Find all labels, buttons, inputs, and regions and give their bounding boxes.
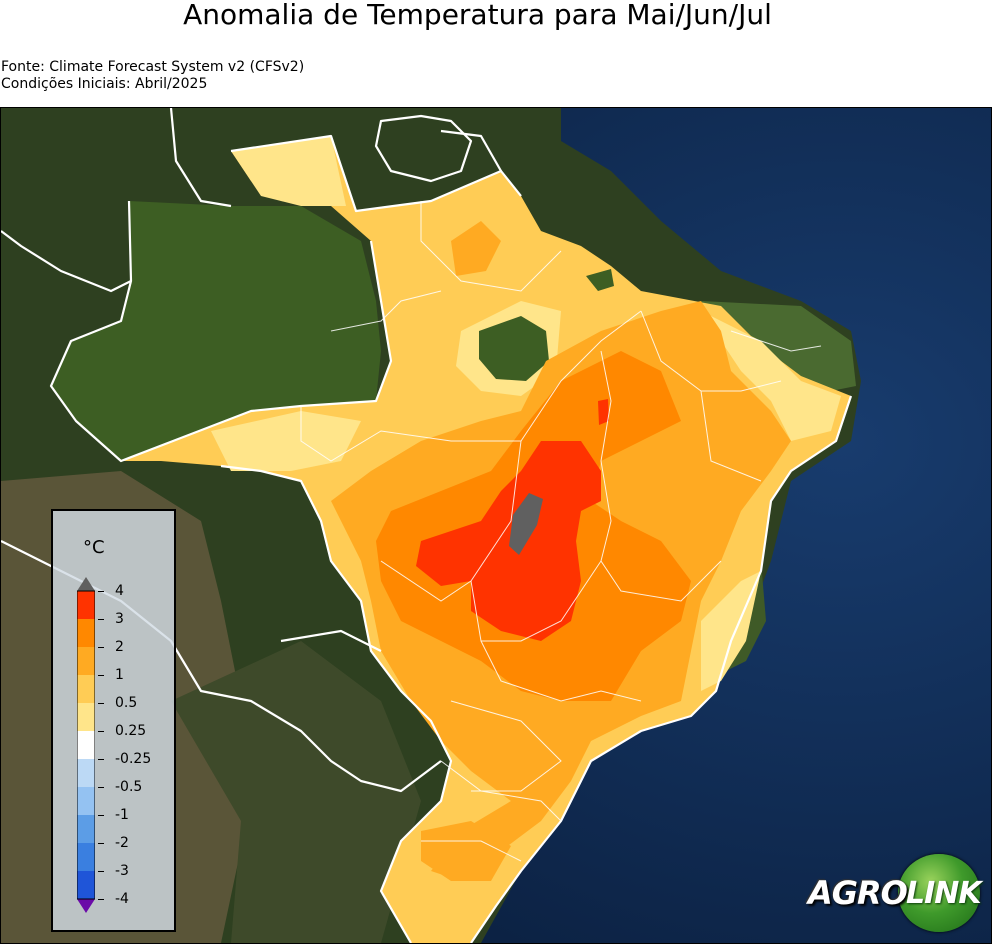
- colorbar-tick-mark: [98, 731, 104, 732]
- colorbar-cell: [77, 731, 95, 760]
- colorbar-tick-mark: [98, 759, 104, 760]
- country-borders: [1, 108, 853, 943]
- colorbar-tick-label: 1: [115, 667, 124, 683]
- colorbar-cell: [77, 871, 95, 900]
- colorbar-tick-label: 4: [115, 583, 124, 599]
- legend-unit: °C: [83, 537, 105, 558]
- maranhao-forest: [479, 316, 549, 381]
- agrolink-logo: AGRO LINK: [808, 852, 983, 932]
- colorbar-tick-label: -1: [115, 807, 129, 823]
- colorbar-cell: [77, 619, 95, 648]
- anomaly-3-4-zone: [416, 441, 601, 641]
- anomaly-025-05-east: [701, 571, 761, 691]
- colorbar-cell: [77, 787, 95, 816]
- anomaly-3-4-spot: [598, 399, 609, 425]
- colorbar-tick-mark: [98, 899, 104, 900]
- colorbar-tick-mark: [98, 843, 104, 844]
- colorbar-cell: [77, 591, 95, 620]
- anomaly-1-2-south: [421, 821, 511, 881]
- amazon-forest: [51, 201, 381, 461]
- colorbar-tick-mark: [98, 591, 104, 592]
- coastal-forest: [586, 269, 614, 291]
- colorbar: [77, 577, 95, 913]
- colorbar-cell: [77, 675, 95, 704]
- colorbar-tick-label: 0.25: [115, 723, 147, 739]
- colorbar-cell: [77, 815, 95, 844]
- colorbar-tick-mark: [98, 647, 104, 648]
- logo-text-link: LINK: [906, 876, 982, 911]
- state-borders: [300, 201, 822, 862]
- colorbar-over-triangle: [77, 577, 95, 591]
- colorbar-tick-label: -3: [115, 863, 129, 879]
- source-note: Fonte: Climate Forecast System v2 (CFSv2…: [1, 59, 305, 75]
- initial-conditions-note: Condições Iniciais: Abril/2025: [1, 76, 208, 92]
- colorbar-tick-mark: [98, 815, 104, 816]
- colorbar-cell: [77, 647, 95, 676]
- colorbar-tick-label: 2: [115, 639, 124, 655]
- colorbar-cell: [77, 759, 95, 788]
- colorbar-legend: °C 4 3 2 1 0.5 0.25 -0.25 -0.5 -1 -2 -3 -4: [51, 509, 176, 932]
- page-title: Anomalia de Temperatura para Mai/Jun/Jul: [183, 0, 772, 31]
- logo-ball: [898, 854, 980, 932]
- colorbar-tick-label: 0.5: [115, 695, 138, 711]
- colorbar-under-triangle: [77, 899, 95, 913]
- chaco-region: [171, 641, 421, 943]
- colorbar-tick-mark: [98, 675, 104, 676]
- logo-text-agro: AGRO: [808, 874, 908, 912]
- anomaly-025-05-north: [231, 136, 346, 206]
- colorbar-tick-mark: [98, 619, 104, 620]
- colorbar-tick-label: 3: [115, 611, 124, 627]
- colorbar-tick-label: -4: [115, 891, 129, 907]
- colorbar-cell: [77, 703, 95, 732]
- colorbar-tick-mark: [98, 871, 104, 872]
- anomaly-025-05-northeast: [701, 311, 841, 441]
- colorbar-tick-mark: [98, 787, 104, 788]
- colorbar-tick-label: -2: [115, 835, 129, 851]
- anomaly-over-4-zone: [509, 493, 543, 555]
- colorbar-tick-mark: [98, 703, 104, 704]
- colorbar-tick-label: -0.25: [115, 751, 152, 767]
- anomaly-1-2-para: [451, 221, 501, 276]
- colorbar-cell: [77, 843, 95, 872]
- colorbar-tick-label: -0.5: [115, 779, 143, 795]
